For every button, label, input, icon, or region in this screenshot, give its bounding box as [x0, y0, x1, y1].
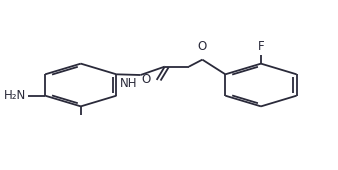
Text: H₂N: H₂N: [4, 89, 26, 102]
Text: NH: NH: [120, 77, 137, 90]
Text: F: F: [258, 40, 264, 53]
Text: O: O: [141, 73, 150, 86]
Text: O: O: [198, 40, 207, 53]
